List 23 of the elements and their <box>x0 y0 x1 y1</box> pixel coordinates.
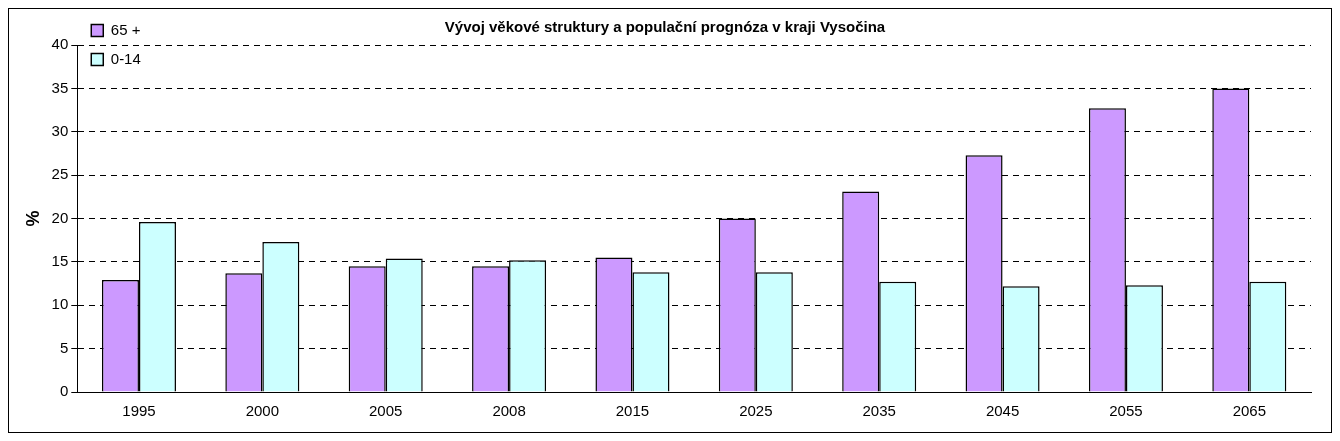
y-tick-label: 15 <box>51 252 69 270</box>
y-tick-label: 35 <box>51 78 69 96</box>
x-tick-label: 2015 <box>615 402 650 420</box>
x-tick-label: 2045 <box>985 402 1020 420</box>
legend-label: 0-14 <box>110 49 141 67</box>
y-tick-label: 20 <box>51 208 69 226</box>
y-tick-label: 25 <box>51 165 69 183</box>
x-tick-label: 2065 <box>1232 402 1266 420</box>
x-tick-label: 2055 <box>1109 402 1143 420</box>
x-tick-label: 2008 <box>492 402 526 420</box>
y-tick-label: 30 <box>51 121 69 139</box>
y-axis-title: % <box>22 210 43 227</box>
legend-label: 65 + <box>110 20 141 38</box>
y-tick-label: 0 <box>59 382 69 400</box>
x-tick-label: 2025 <box>739 402 773 420</box>
x-tick-label: 2005 <box>369 402 403 420</box>
chart-title: Vývoj věkové struktury a populační prognóza v kraji Vysočina <box>444 18 886 36</box>
y-tick-label: 10 <box>51 295 69 313</box>
x-tick-label: 2035 <box>862 402 896 420</box>
x-tick-label: 2000 <box>245 402 280 420</box>
y-tick-label: 40 <box>51 35 69 53</box>
y-tick-label: 5 <box>59 338 69 356</box>
x-tick-label: 1995 <box>122 402 156 420</box>
